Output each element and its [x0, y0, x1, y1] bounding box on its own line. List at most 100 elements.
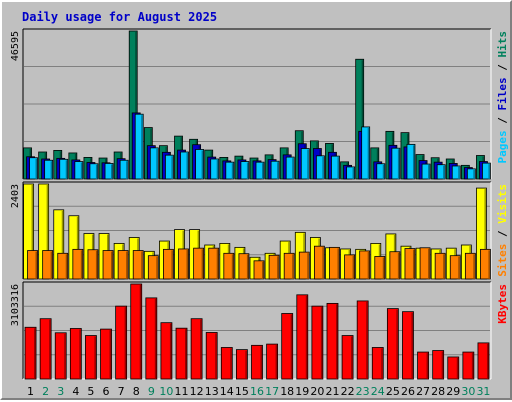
bar-pages-30	[466, 168, 476, 180]
x-tick-label-28: 28	[431, 385, 445, 398]
bar-pages-31	[482, 162, 491, 180]
x-tick-label-23: 23	[356, 385, 370, 398]
bar-pages-19	[300, 148, 310, 180]
bar-sites-3	[57, 252, 69, 280]
bar-sites-19	[298, 251, 310, 280]
legend-entry: /	[496, 224, 509, 244]
x-tick-label-20: 20	[310, 385, 324, 398]
bar-kbytes-18	[281, 313, 294, 380]
bar-sites-18	[283, 252, 295, 280]
bar-kbytes-28	[432, 350, 445, 380]
bar-pages-12	[195, 149, 205, 180]
bar-kbytes-15	[236, 349, 248, 380]
bar-sites-25	[389, 251, 401, 280]
bar-kbytes-16	[251, 344, 263, 380]
bar-sites-1	[27, 250, 38, 280]
bar-pages-4	[74, 161, 84, 180]
bar-kbytes-10	[160, 322, 173, 380]
x-tick-label-22: 22	[341, 385, 355, 398]
bar-sites-9	[147, 255, 159, 280]
x-tick-label-17: 17	[265, 385, 279, 398]
bar-sites-2	[42, 250, 54, 280]
bar-kbytes-22	[341, 335, 354, 380]
bar-pages-17	[270, 160, 280, 180]
bar-kbytes-14	[220, 347, 233, 380]
legend-entry: Visits	[496, 184, 509, 224]
x-tick-label-31: 31	[476, 385, 490, 398]
x-tick-label-3: 3	[57, 385, 64, 398]
bar-kbytes-31	[477, 342, 490, 380]
x-tick-label-6: 6	[103, 385, 110, 398]
x-tick-label-14: 14	[220, 385, 234, 398]
panel-middle-legend: Sites / Visits	[496, 184, 509, 277]
bar-sites-7	[117, 250, 129, 280]
bar-kbytes-25	[386, 308, 399, 380]
bar-kbytes-23	[356, 300, 369, 380]
bar-pages-18	[285, 156, 295, 180]
bar-kbytes-24	[371, 347, 384, 380]
bar-pages-23	[361, 126, 371, 180]
bar-pages-15	[240, 161, 250, 180]
legend-entry: KBytes	[496, 284, 509, 324]
x-tick-label-26: 26	[401, 385, 415, 398]
bar-sites-11	[178, 248, 189, 280]
bar-kbytes-11	[175, 327, 188, 380]
bar-sites-17	[268, 254, 280, 280]
bar-pages-5	[89, 163, 99, 180]
bar-pages-13	[210, 158, 220, 180]
bar-pages-22	[346, 166, 355, 180]
x-tick-label-7: 7	[118, 385, 125, 398]
x-tick-label-27: 27	[416, 385, 430, 398]
bar-sites-22	[344, 254, 355, 280]
bar-pages-20	[315, 155, 325, 180]
x-tick-label-21: 21	[325, 385, 339, 398]
legend-entry: /	[496, 111, 509, 131]
bar-kbytes-7	[115, 305, 128, 380]
bar-pages-29	[451, 165, 461, 180]
x-tick-label-12: 12	[190, 385, 204, 398]
panel-middle-max-label: 2403	[10, 184, 21, 208]
bar-pages-3	[59, 158, 69, 180]
bar-kbytes-20	[311, 305, 324, 380]
bar-sites-5	[87, 249, 99, 280]
x-tick-label-15: 15	[235, 385, 249, 398]
x-tick-label-19: 19	[295, 385, 309, 398]
panel-bottom: 3103316 KBytes	[10, 281, 509, 380]
bar-kbytes-1	[24, 326, 37, 380]
legend-entry: /	[496, 58, 509, 78]
bar-pages-26	[406, 143, 416, 180]
bar-pages-28	[436, 164, 446, 180]
bar-sites-28	[434, 252, 446, 280]
bar-kbytes-27	[417, 351, 429, 380]
x-tick-label-8: 8	[133, 385, 140, 398]
bar-pages-6	[104, 163, 114, 180]
bar-pages-1	[29, 157, 38, 180]
bar-pages-14	[225, 161, 235, 180]
bar-pages-7	[119, 159, 129, 180]
x-tick-label-1: 1	[27, 385, 34, 398]
bar-kbytes-26	[402, 311, 414, 380]
bar-kbytes-9	[145, 297, 158, 380]
bar-sites-15	[238, 253, 250, 280]
x-tick-label-25: 25	[386, 385, 400, 398]
bar-pages-11	[180, 151, 189, 180]
bar-sites-30	[464, 252, 476, 280]
bar-sites-31	[480, 248, 491, 280]
legend-entry: Sites	[496, 244, 509, 277]
panel-bottom-legend: KBytes	[496, 284, 509, 324]
x-tick-label-10: 10	[159, 385, 173, 398]
x-tick-label-24: 24	[371, 385, 385, 398]
bar-sites-24	[374, 256, 386, 280]
x-tick-label-5: 5	[87, 385, 94, 398]
x-tick-label-9: 9	[148, 385, 155, 398]
bar-sites-13	[208, 247, 220, 280]
legend-entry: Hits	[496, 31, 509, 58]
bar-kbytes-2	[39, 318, 52, 380]
x-tick-label-2: 2	[42, 385, 49, 398]
bar-kbytes-12	[190, 318, 203, 380]
panel-top-max-label: 46595	[10, 31, 21, 61]
chart-title: Daily usage for August 2025	[22, 10, 217, 24]
bar-sites-12	[193, 247, 205, 280]
legend-entry: Pages	[496, 130, 509, 163]
